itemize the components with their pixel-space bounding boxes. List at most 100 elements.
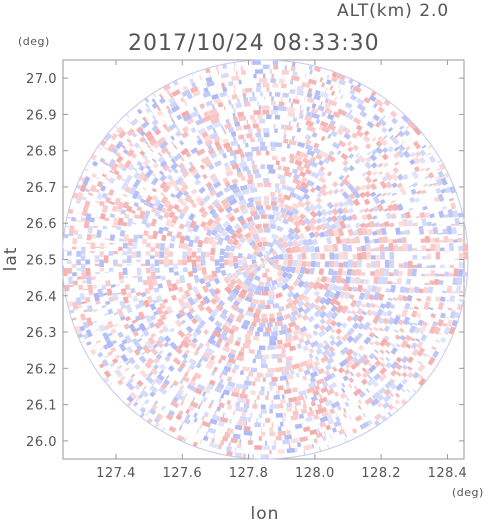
radar-cell xyxy=(243,105,253,112)
radar-cell xyxy=(311,238,319,246)
radar-cell xyxy=(357,252,362,260)
radar-cell xyxy=(242,262,249,270)
radar-cell xyxy=(300,63,305,69)
radar-cell xyxy=(205,259,211,266)
radar-cell xyxy=(267,241,275,248)
radar-cell xyxy=(198,94,204,100)
radar-cell xyxy=(391,182,398,189)
radar-cell xyxy=(135,126,144,134)
radar-cell xyxy=(420,334,428,342)
radar-cell xyxy=(276,241,285,250)
radar-cell xyxy=(196,135,201,141)
radar-cell xyxy=(100,316,107,324)
radar-cell xyxy=(94,255,100,263)
radar-cell xyxy=(174,172,182,180)
radar-cell xyxy=(443,235,449,243)
radar-cell xyxy=(220,393,225,399)
radar-cell xyxy=(357,109,361,114)
radar-cell xyxy=(156,413,164,420)
radar-cell xyxy=(406,356,415,364)
radar-cell xyxy=(132,135,140,144)
radar-cell xyxy=(142,379,149,385)
radar-cell xyxy=(91,284,98,290)
radar-cell xyxy=(113,324,119,327)
radar-cell xyxy=(306,274,314,283)
radar-cell xyxy=(270,119,274,124)
radar-cell xyxy=(258,281,265,287)
radar-cell xyxy=(370,191,377,198)
radar-cell xyxy=(343,291,351,300)
radar-cell xyxy=(168,251,174,257)
radar-cell xyxy=(323,230,330,238)
radar-cell xyxy=(249,141,257,148)
radar-cell xyxy=(142,329,150,337)
radar-cell xyxy=(95,328,100,332)
radar-cell xyxy=(286,239,294,248)
radar-cell xyxy=(209,394,215,401)
radar-cell xyxy=(319,72,322,77)
radar-cell xyxy=(109,213,116,219)
radar-cell xyxy=(292,98,300,105)
radar-cell xyxy=(385,356,391,362)
radar-cell xyxy=(306,261,312,268)
radar-cell xyxy=(166,174,173,181)
radar-cell xyxy=(362,321,372,331)
radar-cell xyxy=(362,358,371,366)
radar-cell xyxy=(186,247,193,256)
radar-cell xyxy=(252,155,262,161)
radar-cell xyxy=(292,117,298,123)
radar-cell xyxy=(330,433,333,439)
radar-cell xyxy=(340,104,346,111)
radar-cell xyxy=(188,425,198,433)
radar-cell xyxy=(167,409,175,417)
radar-cell xyxy=(239,236,247,244)
radar-cell xyxy=(120,354,129,363)
radar-cell xyxy=(249,96,257,102)
radar-cell xyxy=(105,196,112,204)
radar-cell xyxy=(261,168,268,174)
radar-cell xyxy=(92,208,98,211)
radar-cell xyxy=(257,100,259,106)
radar-cell xyxy=(294,159,303,167)
radar-cell xyxy=(424,235,431,243)
radar-cell xyxy=(150,176,159,186)
radar-cell xyxy=(416,137,422,143)
radar-cell xyxy=(152,363,160,371)
radar-cell xyxy=(437,170,445,178)
radar-cell xyxy=(399,161,405,166)
radar-cell xyxy=(77,284,84,291)
radar-cell xyxy=(114,140,124,150)
radar-cell xyxy=(293,353,302,360)
radar-cell xyxy=(294,244,302,253)
radar-cell xyxy=(211,198,220,207)
radar-cell xyxy=(269,381,277,387)
radar-cell xyxy=(324,317,334,326)
radar-cell xyxy=(226,282,235,290)
radar-cell xyxy=(107,221,113,227)
radar-cell xyxy=(299,109,304,115)
radar-cell xyxy=(154,267,160,273)
radar-cell xyxy=(192,436,201,444)
radar-cell xyxy=(177,143,187,153)
radar-cell xyxy=(333,220,342,230)
radar-cell xyxy=(403,262,409,268)
radar-cell xyxy=(344,112,355,121)
radar-cell xyxy=(205,76,213,83)
radar-cell xyxy=(377,293,385,301)
radar-cell xyxy=(159,97,166,104)
radar-cell xyxy=(409,196,416,203)
radar-cell xyxy=(230,232,238,240)
radar-cell xyxy=(144,194,153,204)
radar-cell xyxy=(173,417,178,424)
radar-cell xyxy=(260,277,267,283)
radar-cell xyxy=(258,209,266,215)
radar-cell xyxy=(327,418,335,425)
radar-cell xyxy=(385,165,394,175)
radar-cell xyxy=(198,336,204,343)
radar-cell xyxy=(128,377,134,384)
radar-cell xyxy=(332,270,338,276)
radar-cell xyxy=(382,146,389,154)
radar-cell xyxy=(400,212,407,219)
radar-cell xyxy=(66,250,72,256)
radar-cell xyxy=(414,151,422,157)
